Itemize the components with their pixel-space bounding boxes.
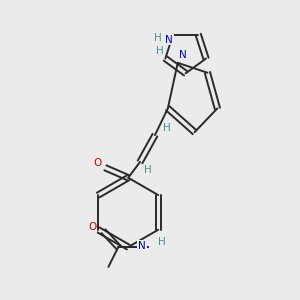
- Text: N: N: [138, 241, 146, 251]
- Text: O: O: [93, 158, 102, 168]
- Text: H: H: [158, 237, 166, 247]
- Text: H: H: [144, 165, 152, 175]
- Text: N: N: [179, 50, 187, 60]
- Text: H: H: [163, 123, 171, 133]
- Text: H: H: [154, 33, 162, 43]
- Text: H: H: [156, 46, 164, 56]
- Text: N: N: [165, 34, 173, 45]
- Text: O: O: [88, 222, 97, 232]
